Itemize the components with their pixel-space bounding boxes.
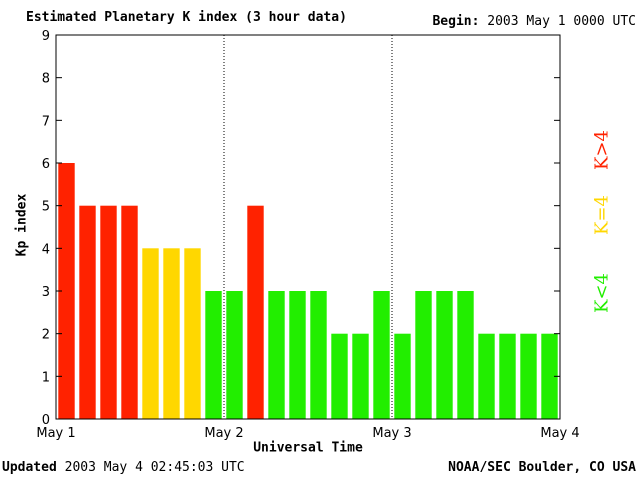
x-tick-label: May 2 <box>204 426 243 441</box>
legend-k-greater: K>4 <box>591 130 613 170</box>
y-tick-label: 4 <box>42 242 50 257</box>
kp-bar <box>289 291 306 419</box>
bars-group <box>58 163 558 419</box>
y-tick-label: 1 <box>42 370 50 385</box>
kp-bar <box>247 205 264 419</box>
y-tick-label: 7 <box>42 114 50 129</box>
x-ticks-group: May 1 May 2 May 3 May 4 <box>36 426 579 441</box>
kp-bar <box>415 291 432 419</box>
x-tick-label: May 1 <box>36 426 75 441</box>
legend-k-equal: K=4 <box>591 195 613 235</box>
y-tick-label: 2 <box>42 328 50 343</box>
kp-bar <box>268 291 285 419</box>
updated-time: Updated 2003 May 4 02:45:03 UTC <box>2 460 245 475</box>
kp-bar <box>58 163 75 419</box>
kp-bar <box>373 291 390 419</box>
kp-bar <box>352 333 369 419</box>
legend-k-less: K<4 <box>591 273 613 313</box>
source-credit: NOAA/SEC Boulder, CO USA <box>448 460 636 475</box>
kp-bar <box>541 333 558 419</box>
kp-bar <box>205 291 222 419</box>
kp-bar <box>394 333 411 419</box>
kp-bar <box>457 291 474 419</box>
y-tick-label: 6 <box>42 157 50 172</box>
y-tick-label: 8 <box>42 72 50 87</box>
kp-bar <box>226 291 243 419</box>
kp-bar <box>478 333 495 419</box>
begin-time: Begin: 2003 May 1 0000 UTC <box>432 14 636 29</box>
updated-value: 2003 May 4 02:45:03 UTC <box>64 460 245 475</box>
y-tick-label: 0 <box>42 413 50 428</box>
begin-label: Begin: <box>432 14 480 29</box>
updated-label: Updated <box>2 460 57 475</box>
y-tick-label: 5 <box>42 200 50 215</box>
x-tick-label: May 3 <box>372 426 411 441</box>
kp-bar <box>436 291 453 419</box>
kp-bar <box>184 248 201 419</box>
x-tick-label: May 4 <box>540 426 579 441</box>
kp-bar <box>520 333 537 419</box>
kp-bar <box>331 333 348 419</box>
y-ticks-group: 0 1 2 3 4 5 6 7 8 9 <box>42 29 560 428</box>
kp-bar <box>121 205 138 419</box>
grid-group <box>223 35 393 419</box>
plot-frame <box>55 34 561 420</box>
begin-value: 2003 May 1 0000 UTC <box>487 14 636 29</box>
y-tick-label: 3 <box>42 285 50 300</box>
y-tick-label: 9 <box>42 29 50 44</box>
kp-bar <box>499 333 516 419</box>
kp-bar <box>100 205 117 419</box>
chart-title: Estimated Planetary K index (3 hour data… <box>26 10 347 25</box>
x-axis-label: Universal Time <box>253 440 363 456</box>
kp-bar <box>163 248 180 419</box>
kp-bar <box>79 205 96 419</box>
kp-bar <box>142 248 159 419</box>
kp-bar <box>310 291 327 419</box>
